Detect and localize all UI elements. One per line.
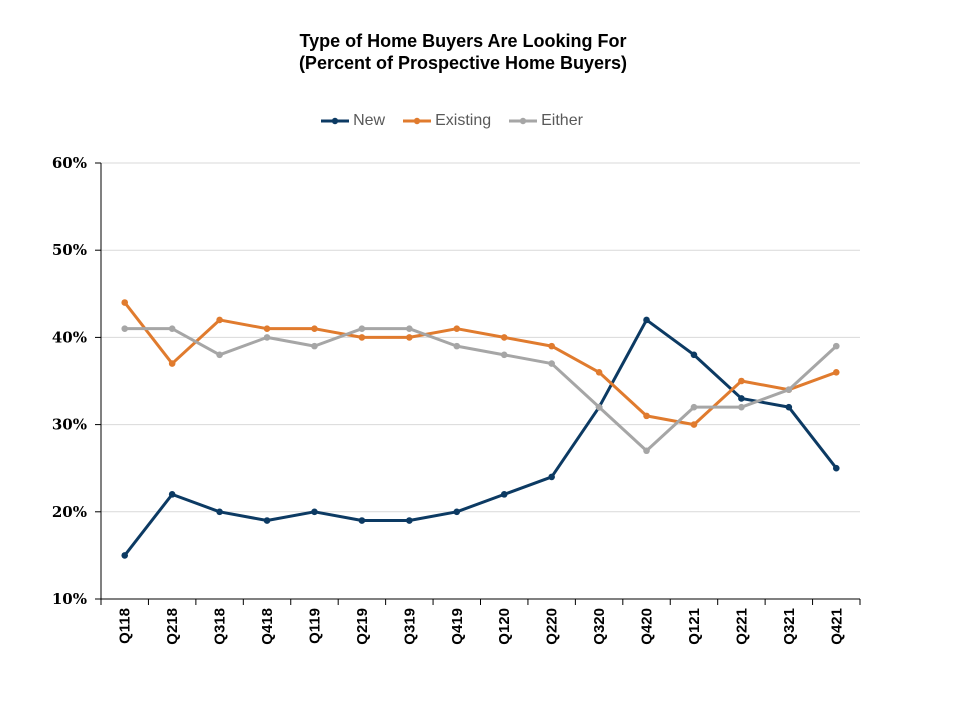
legend-item-existing: Existing [403,112,491,130]
data-point-new-Q418 [263,517,271,524]
data-point-either-Q220 [548,360,555,367]
series-line-either [124,327,838,453]
y-tick-label-10: 10% [52,590,87,608]
data-point-either-Q318 [216,351,223,359]
data-point-new-Q421 [832,464,840,472]
data-point-either-Q321 [785,386,793,394]
data-point-either-Q121 [690,403,698,411]
data-point-either-Q120 [500,351,508,359]
y-tick-label-60: 60% [52,154,87,172]
chart-title-block: Type of Home Buyers Are Looking For (Per… [0,30,926,74]
x-tick-label-Q118: Q118 [117,608,134,644]
legend-swatch-existing [403,117,432,125]
chart-legend: New Existing Either [0,112,904,130]
legend-label-new: New [353,112,386,129]
data-point-existing-Q421 [832,368,840,376]
data-point-existing-Q318 [216,316,223,324]
x-tick-label-Q321: Q321 [781,608,798,645]
data-point-new-Q321 [785,403,793,411]
data-point-either-Q418 [263,334,271,341]
data-point-either-Q221 [738,403,745,411]
data-point-existing-Q120 [500,334,508,341]
data-point-existing-Q319 [406,334,413,341]
legend-item-new: New [321,112,385,130]
data-point-new-Q318 [216,508,223,516]
x-tick-label-Q121: Q121 [686,608,703,645]
data-point-existing-Q119 [311,325,318,332]
x-tick-label-Q218: Q218 [164,608,181,645]
data-point-new-Q119 [311,508,318,516]
x-tick-label-Q219: Q219 [354,608,371,645]
chart-subtitle: (Percent of Prospective Home Buyers) [298,53,628,73]
legend-swatch-either [509,117,538,125]
data-point-either-Q419 [453,342,461,350]
series-line-new [123,318,838,557]
data-point-new-Q118 [121,552,129,559]
x-tick-label-Q421: Q421 [828,608,845,645]
data-point-existing-Q418 [263,325,271,332]
data-point-existing-Q219 [358,334,366,341]
legend-swatch-new [321,117,350,125]
y-tick-label-40: 40% [52,328,87,346]
data-point-existing-Q220 [548,342,555,350]
data-point-new-Q120 [500,491,508,498]
data-point-new-Q420 [643,316,650,324]
x-tick-label-Q318: Q318 [212,608,229,645]
data-point-existing-Q320 [595,368,603,376]
data-point-either-Q119 [311,342,318,350]
x-tick-label-Q220: Q220 [544,608,561,645]
data-point-either-Q320 [595,403,603,411]
data-point-either-Q319 [406,325,413,332]
legend-label-either: Either [541,112,583,129]
x-tick-label-Q419: Q419 [449,608,466,645]
y-tick-label-20: 20% [52,503,87,521]
data-point-existing-Q419 [453,325,461,332]
data-point-new-Q419 [453,508,461,516]
data-point-new-Q319 [406,517,413,524]
x-tick-label-Q120: Q120 [496,608,513,645]
data-point-either-Q118 [121,325,129,332]
data-point-existing-Q118 [121,299,129,306]
data-point-new-Q220 [548,473,555,481]
legend-label-existing: Existing [435,112,492,129]
x-tick-label-Q119: Q119 [306,608,323,644]
y-tick-label-30: 30% [52,416,87,434]
y-tick-label-50: 50% [52,241,87,259]
x-tick-label-Q320: Q320 [591,608,608,645]
data-point-existing-Q218 [168,360,176,367]
data-point-existing-Q221 [738,377,745,385]
x-tick-label-Q418: Q418 [259,608,276,645]
data-point-either-Q420 [643,447,650,455]
x-tick-label-Q221: Q221 [733,608,750,645]
series-line-existing [123,301,837,427]
data-point-either-Q421 [832,342,840,350]
data-point-new-Q121 [690,351,698,359]
data-point-new-Q221 [738,395,745,402]
data-point-either-Q219 [358,325,366,332]
data-point-either-Q218 [168,325,176,332]
data-point-new-Q218 [168,491,176,498]
x-tick-label-Q319: Q319 [401,608,418,645]
legend-item-either: Either [509,112,583,130]
x-tick-label-Q420: Q420 [639,608,656,645]
data-point-new-Q219 [358,517,366,524]
data-point-existing-Q420 [643,412,650,420]
data-point-existing-Q121 [690,421,698,428]
chart-title: Type of Home Buyers Are Looking For [299,31,627,51]
